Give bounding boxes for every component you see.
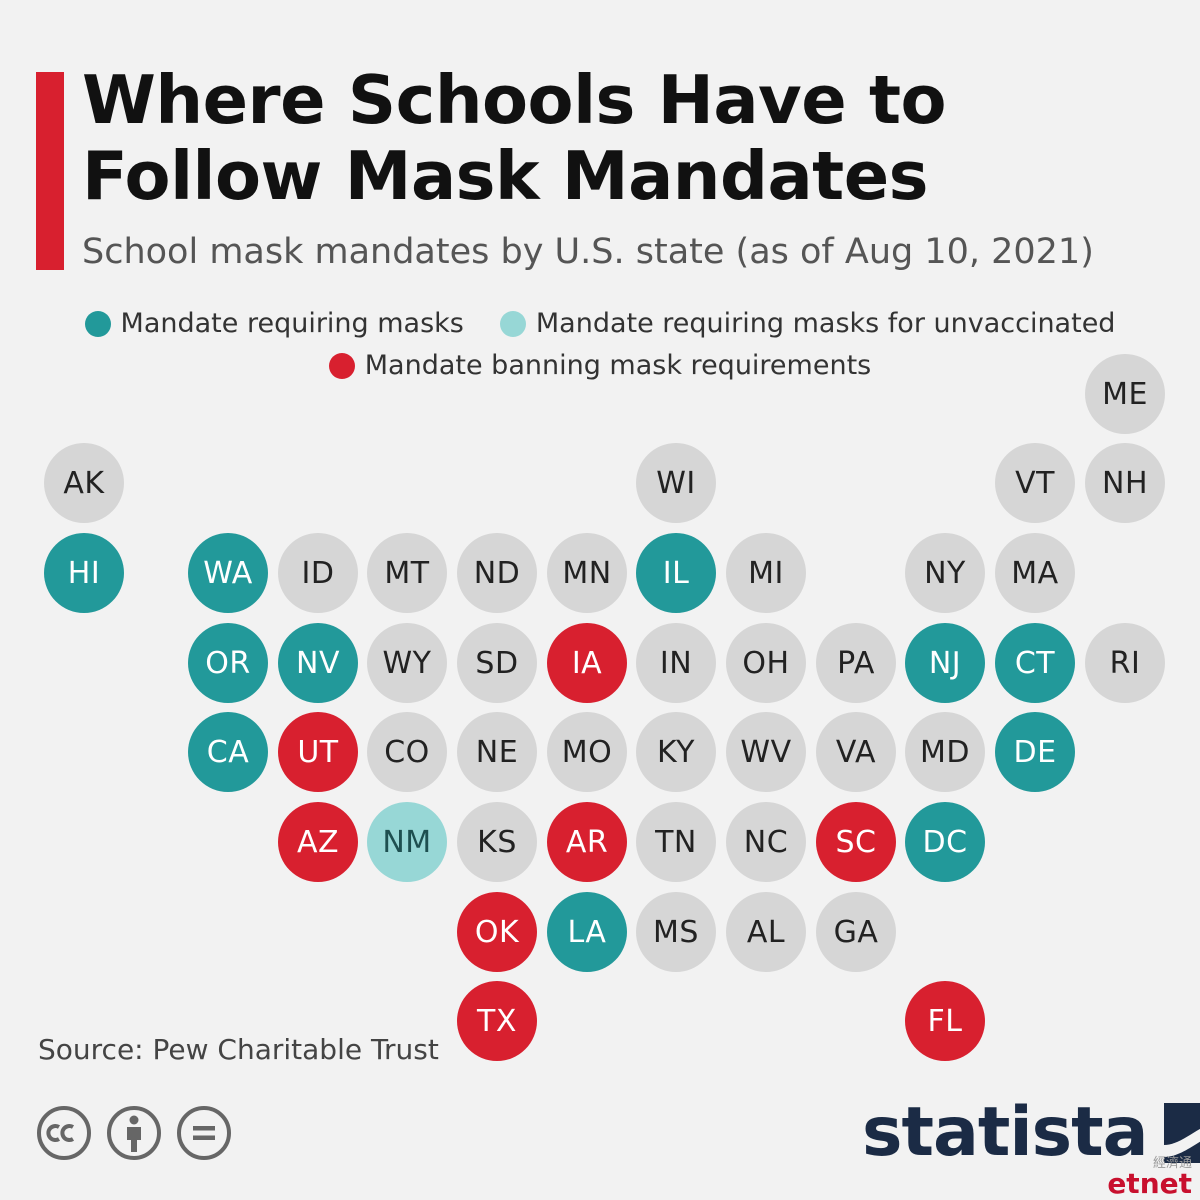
state-fl[interactable]: FL bbox=[905, 981, 985, 1061]
legend-row-2: Mandate banning mask requirements bbox=[0, 350, 1200, 381]
state-pa[interactable]: PA bbox=[816, 623, 896, 703]
state-or[interactable]: OR bbox=[188, 623, 268, 703]
state-sc[interactable]: SC bbox=[816, 802, 896, 882]
state-nd[interactable]: ND bbox=[457, 533, 537, 613]
state-ne[interactable]: NE bbox=[457, 712, 537, 792]
state-ia[interactable]: IA bbox=[547, 623, 627, 703]
accent-bar bbox=[36, 72, 64, 270]
no-derivatives-icon[interactable] bbox=[176, 1105, 232, 1161]
state-wa[interactable]: WA bbox=[188, 533, 268, 613]
legend-item-banning: Mandate banning mask requirements bbox=[328, 350, 872, 381]
state-ga[interactable]: GA bbox=[816, 892, 896, 972]
legend-item-unvaccinated: Mandate requiring masks for unvaccinated bbox=[499, 308, 1116, 339]
legend-dot-requiring bbox=[84, 310, 111, 337]
source-note: Source: Pew Charitable Trust bbox=[38, 1033, 439, 1066]
state-ar[interactable]: AR bbox=[547, 802, 627, 882]
state-nv[interactable]: NV bbox=[278, 623, 358, 703]
state-ks[interactable]: KS bbox=[457, 802, 537, 882]
state-vt[interactable]: VT bbox=[995, 443, 1075, 523]
state-sd[interactable]: SD bbox=[457, 623, 537, 703]
legend: Mandate requiring masks Mandate requirin… bbox=[0, 308, 1200, 339]
state-hi[interactable]: HI bbox=[44, 533, 124, 613]
state-tn[interactable]: TN bbox=[636, 802, 716, 882]
state-mi[interactable]: MI bbox=[726, 533, 806, 613]
state-oh[interactable]: OH bbox=[726, 623, 806, 703]
state-tx[interactable]: TX bbox=[457, 981, 537, 1061]
legend-label-unvaccinated: Mandate requiring masks for unvaccinated bbox=[535, 308, 1116, 339]
state-co[interactable]: CO bbox=[367, 712, 447, 792]
state-ri[interactable]: RI bbox=[1085, 623, 1165, 703]
state-la[interactable]: LA bbox=[547, 892, 627, 972]
watermark: 經濟通 etnet bbox=[1107, 1157, 1192, 1198]
statista-logo-icon bbox=[1163, 1103, 1200, 1163]
watermark-en: etnet bbox=[1107, 1167, 1192, 1200]
state-nc[interactable]: NC bbox=[726, 802, 806, 882]
state-va[interactable]: VA bbox=[816, 712, 896, 792]
watermark-cn: 經濟通 bbox=[1152, 1156, 1192, 1171]
state-nm[interactable]: NM bbox=[367, 802, 447, 882]
chart-subtitle: School mask mandates by U.S. state (as o… bbox=[82, 232, 1094, 272]
license-icons bbox=[36, 1105, 232, 1161]
state-wv[interactable]: WV bbox=[726, 712, 806, 792]
state-ky[interactable]: KY bbox=[636, 712, 716, 792]
state-nh[interactable]: NH bbox=[1085, 443, 1165, 523]
state-mo[interactable]: MO bbox=[547, 712, 627, 792]
legend-label-banning: Mandate banning mask requirements bbox=[364, 350, 872, 381]
state-de[interactable]: DE bbox=[995, 712, 1075, 792]
legend-label-requiring: Mandate requiring masks bbox=[120, 308, 464, 339]
state-az[interactable]: AZ bbox=[278, 802, 358, 882]
state-il[interactable]: IL bbox=[636, 533, 716, 613]
state-me[interactable]: ME bbox=[1085, 354, 1165, 434]
state-ut[interactable]: UT bbox=[278, 712, 358, 792]
state-al[interactable]: AL bbox=[726, 892, 806, 972]
state-md[interactable]: MD bbox=[905, 712, 985, 792]
state-ms[interactable]: MS bbox=[636, 892, 716, 972]
state-wi[interactable]: WI bbox=[636, 443, 716, 523]
legend-dot-unvaccinated bbox=[499, 310, 526, 337]
state-id[interactable]: ID bbox=[278, 533, 358, 613]
state-ma[interactable]: MA bbox=[995, 533, 1075, 613]
creative-commons-icon[interactable] bbox=[36, 1105, 92, 1161]
state-ny[interactable]: NY bbox=[905, 533, 985, 613]
legend-dot-banning bbox=[328, 352, 355, 379]
state-ca[interactable]: CA bbox=[188, 712, 268, 792]
legend-item-requiring: Mandate requiring masks bbox=[84, 308, 464, 339]
state-mt[interactable]: MT bbox=[367, 533, 447, 613]
state-dc[interactable]: DC bbox=[905, 802, 985, 882]
state-in[interactable]: IN bbox=[636, 623, 716, 703]
brand-name: statista bbox=[862, 1093, 1149, 1172]
state-ct[interactable]: CT bbox=[995, 623, 1075, 703]
brand: statista bbox=[862, 1093, 1200, 1173]
state-ak[interactable]: AK bbox=[44, 443, 124, 523]
state-wy[interactable]: WY bbox=[367, 623, 447, 703]
state-nj[interactable]: NJ bbox=[905, 623, 985, 703]
state-ok[interactable]: OK bbox=[457, 892, 537, 972]
chart-title: Where Schools Have to Follow Mask Mandat… bbox=[82, 61, 947, 215]
state-mn[interactable]: MN bbox=[547, 533, 627, 613]
attribution-icon[interactable] bbox=[106, 1105, 162, 1161]
